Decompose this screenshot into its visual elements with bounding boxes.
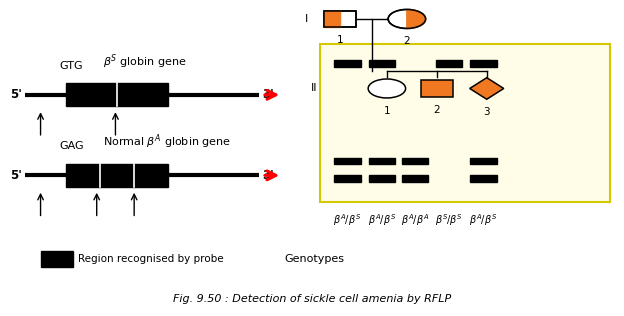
Text: 2: 2 (404, 36, 410, 46)
Polygon shape (470, 78, 504, 99)
Bar (324, 11, 356, 27)
Bar (324, 11, 356, 27)
Text: 3: 3 (484, 107, 490, 117)
Bar (470, 158, 497, 164)
Bar (334, 60, 361, 67)
Bar (369, 175, 395, 182)
Text: II: II (311, 83, 317, 94)
Polygon shape (407, 9, 426, 28)
Text: 3': 3' (262, 88, 274, 101)
Bar (369, 158, 395, 164)
Bar (470, 175, 497, 182)
Text: $\beta^A/\beta^S$: $\beta^A/\beta^S$ (333, 212, 362, 228)
Bar (402, 158, 428, 164)
Bar (369, 60, 395, 67)
Text: GAG: GAG (59, 141, 84, 151)
Bar (334, 158, 361, 164)
Bar (41, 251, 73, 267)
Bar (320, 44, 610, 202)
Text: I: I (305, 14, 308, 24)
Bar (470, 60, 497, 67)
Text: GTG: GTG (59, 61, 83, 71)
Bar (66, 83, 168, 106)
Text: $\beta^A/\beta^S$: $\beta^A/\beta^S$ (368, 212, 396, 228)
Text: 3': 3' (262, 169, 274, 182)
Text: Normal $\beta^A$ globin gene: Normal $\beta^A$ globin gene (103, 133, 231, 151)
Bar (66, 164, 168, 187)
Text: $\beta^A/\beta^S$: $\beta^A/\beta^S$ (469, 212, 498, 228)
Text: 1: 1 (384, 106, 390, 116)
Bar (436, 60, 462, 67)
Text: 1: 1 (337, 35, 343, 45)
Bar (324, 11, 340, 27)
Text: $\beta^A/\beta^A$: $\beta^A/\beta^A$ (401, 212, 429, 228)
Circle shape (368, 79, 406, 98)
Text: Genotypes: Genotypes (284, 254, 344, 264)
Circle shape (388, 9, 426, 28)
Text: $\beta^S/\beta^S$: $\beta^S/\beta^S$ (436, 212, 463, 228)
Text: 2: 2 (434, 105, 440, 115)
Text: Region recognised by probe: Region recognised by probe (78, 254, 223, 264)
Bar (334, 175, 361, 182)
Text: 5': 5' (10, 169, 22, 182)
Text: 5': 5' (10, 88, 22, 101)
Bar (421, 80, 453, 97)
Bar (402, 175, 428, 182)
Text: Fig. 9.50 : Detection of sickle cell amenia by RFLP: Fig. 9.50 : Detection of sickle cell ame… (173, 294, 451, 304)
Text: $\beta^S$ globin gene: $\beta^S$ globin gene (103, 52, 187, 71)
